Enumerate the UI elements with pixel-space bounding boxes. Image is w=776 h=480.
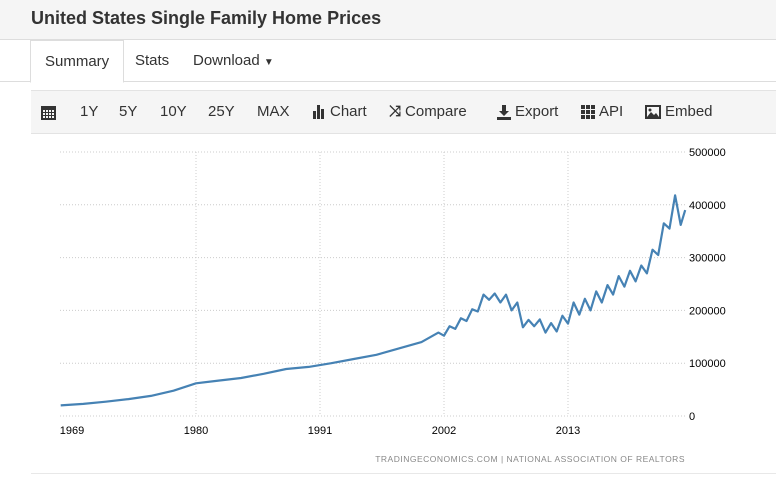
page-title: United States Single Family Home Prices: [31, 8, 382, 28]
tab-stats[interactable]: Stats: [135, 52, 170, 69]
range-max-button[interactable]: MAX: [257, 103, 290, 120]
source-credit: TRADINGECONOMICS.COM | NATIONAL ASSOCIAT…: [375, 454, 685, 464]
compare-button[interactable]: ⤨ Compare: [389, 91, 467, 133]
tab-download-label: Download: [193, 52, 260, 69]
y-tick-label: 200000: [689, 305, 726, 317]
title-bar: United States Single Family Home Prices: [0, 0, 776, 40]
x-tick-label: 1980: [184, 425, 208, 437]
image-icon: [645, 105, 661, 119]
compare-button-label: Compare: [405, 103, 467, 120]
y-tick-label: 500000: [689, 147, 726, 159]
export-button-label: Export: [515, 103, 559, 120]
tab-bar: Summary Stats Download ▼: [0, 40, 776, 83]
caret-down-icon: ▼: [263, 57, 274, 68]
y-tick-label: 100000: [689, 358, 726, 370]
api-button[interactable]: API: [581, 91, 623, 133]
grid-icon: [581, 105, 595, 119]
api-button-label: API: [599, 103, 624, 120]
tab-summary[interactable]: Summary: [30, 40, 125, 83]
embed-button-label: Embed: [665, 103, 713, 120]
export-button[interactable]: Export: [497, 91, 558, 133]
x-tick-label: 1991: [308, 425, 332, 437]
x-tick-label: 1969: [60, 425, 84, 437]
chart-area: 0 100000 200000 300000 400000 500000 1969 1980 1…: [31, 133, 776, 474]
y-tick-label: 0: [689, 411, 695, 423]
chart-button-label: Chart: [330, 103, 367, 120]
range-25y-button[interactable]: 25Y: [208, 103, 235, 120]
x-tick-label: 2013: [556, 425, 580, 437]
range-1y-button[interactable]: 1Y: [80, 103, 99, 120]
chart-button[interactable]: Chart: [313, 91, 367, 133]
tab-download[interactable]: Download ▼: [193, 40, 274, 81]
bar-chart-icon: [313, 105, 324, 119]
embed-button[interactable]: Embed: [645, 91, 713, 133]
line-chart: 0 100000 200000 300000 400000 500000 1969 1980 1…: [60, 147, 726, 464]
calendar-button[interactable]: [41, 91, 56, 133]
series-line: [60, 194, 687, 407]
x-tick-label: 2002: [432, 425, 456, 437]
range-5y-button[interactable]: 5Y: [119, 103, 138, 120]
chart-toolbar: 1Y 5Y 10Y 25Y MAX Chart ⤨ Compare Export…: [31, 90, 776, 134]
download-icon: [497, 104, 511, 120]
y-tick-label: 400000: [689, 200, 726, 212]
calendar-icon: [41, 105, 56, 120]
y-tick-label: 300000: [689, 253, 726, 265]
shuffle-icon: ⤨: [389, 103, 402, 120]
range-10y-button[interactable]: 10Y: [160, 103, 187, 120]
